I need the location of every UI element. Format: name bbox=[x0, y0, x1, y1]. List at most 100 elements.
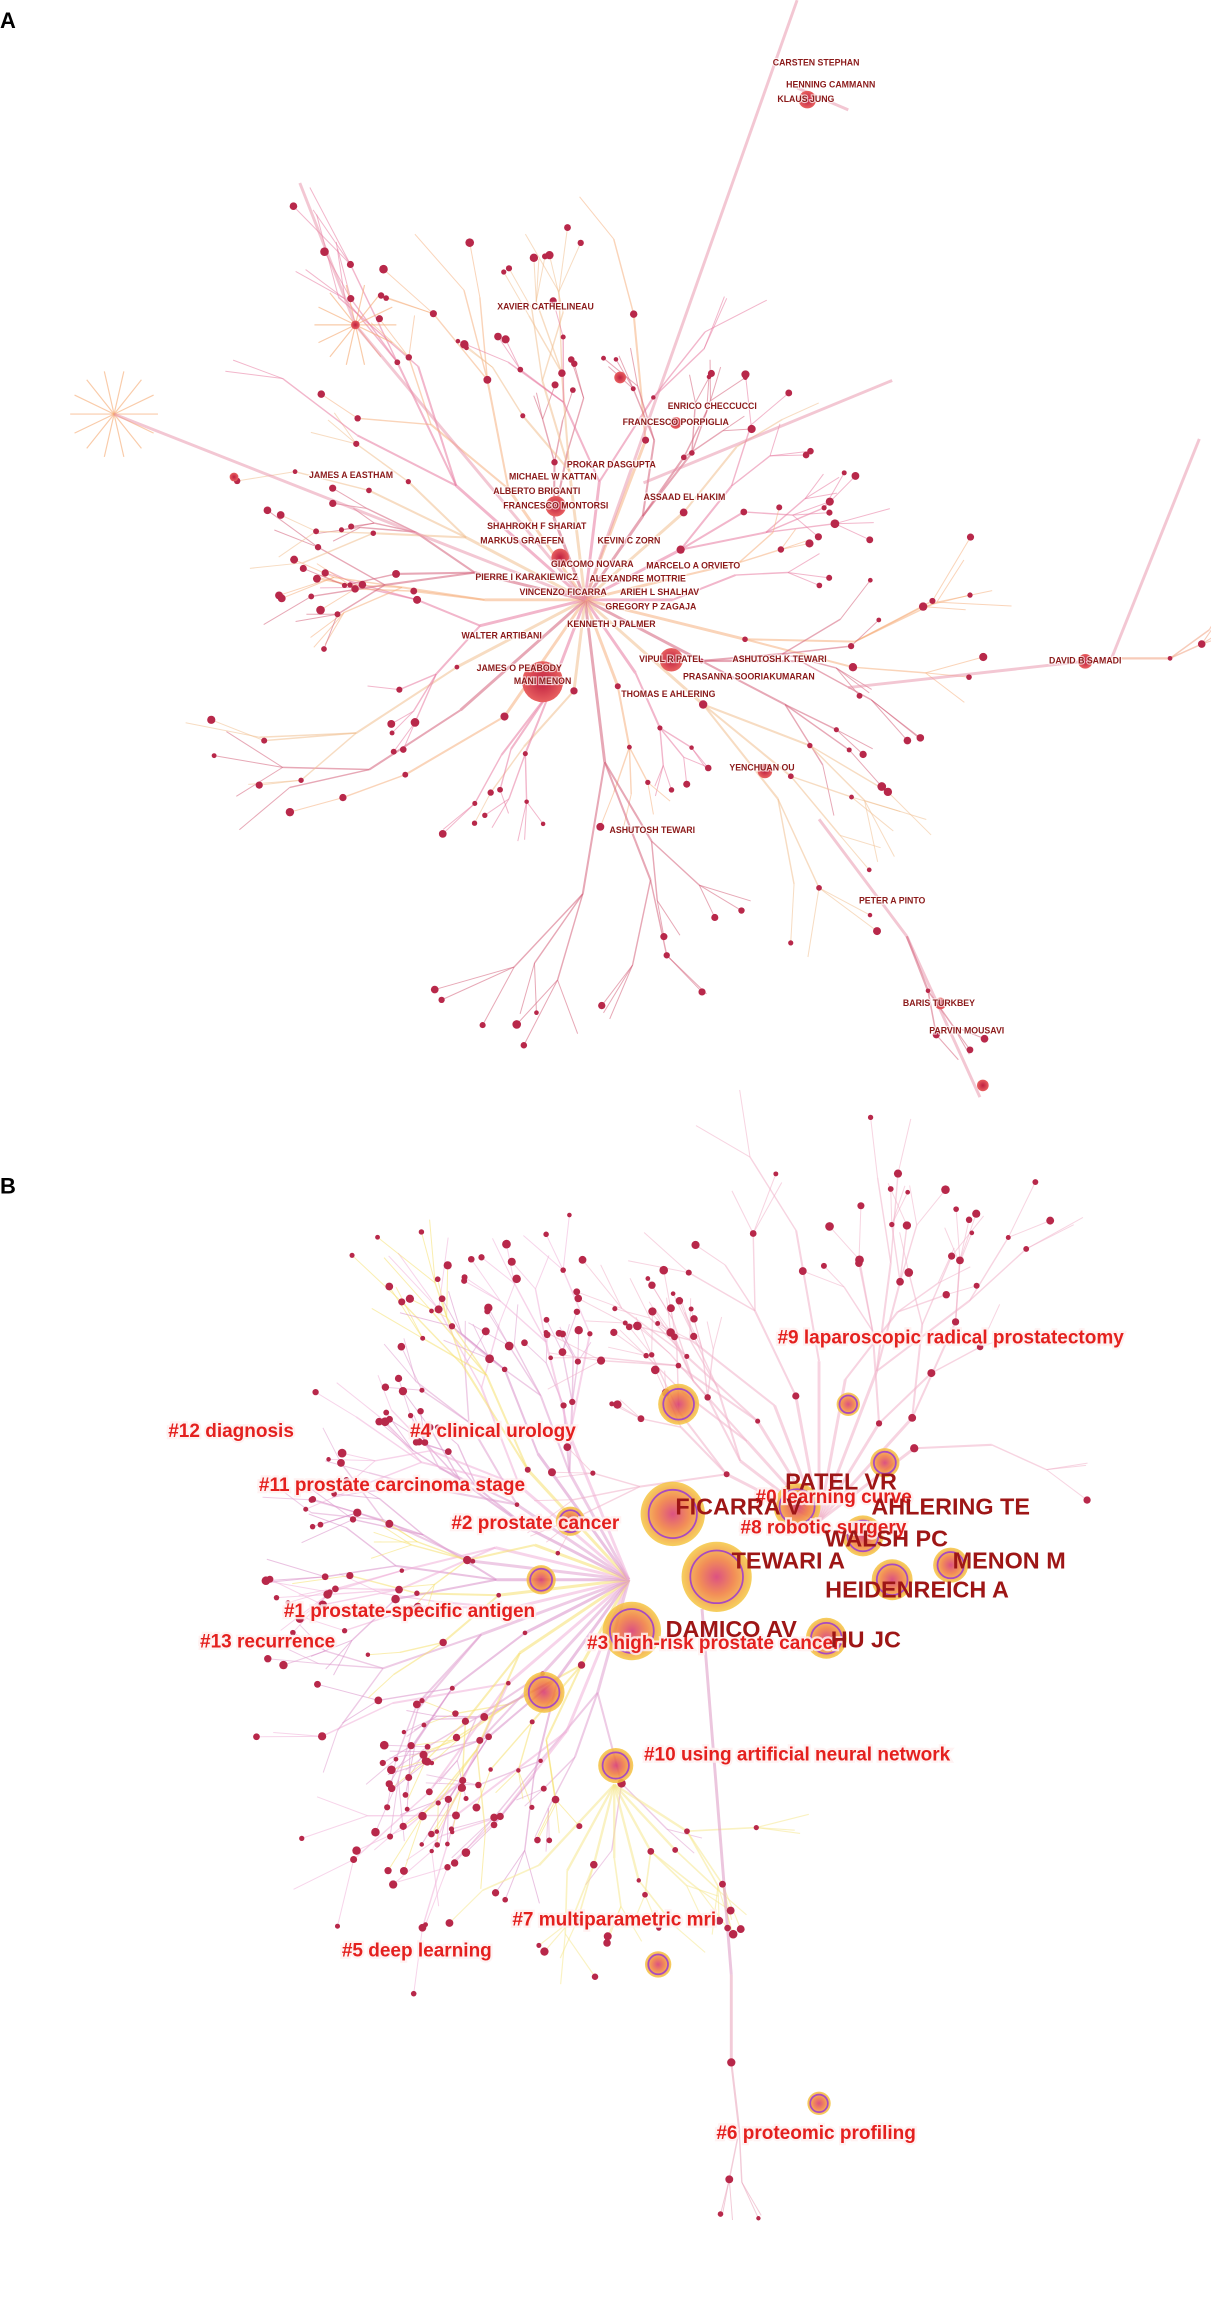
author-label: THOMAS E AHLERING bbox=[621, 689, 715, 699]
edge bbox=[463, 1280, 501, 1302]
edge bbox=[728, 2129, 740, 2180]
node bbox=[613, 1400, 622, 1409]
edge bbox=[784, 703, 850, 751]
node-ring bbox=[529, 1567, 553, 1592]
edge bbox=[683, 411, 708, 458]
node bbox=[626, 744, 632, 750]
edge bbox=[835, 667, 860, 697]
node bbox=[522, 661, 564, 703]
node bbox=[314, 1680, 321, 1688]
edge bbox=[232, 359, 283, 380]
panel-label: A bbox=[0, 8, 16, 33]
edge bbox=[437, 1426, 459, 1446]
edge bbox=[267, 509, 319, 548]
node bbox=[785, 389, 793, 397]
node bbox=[341, 582, 348, 588]
node bbox=[640, 1481, 705, 1547]
edge bbox=[533, 257, 537, 302]
edge bbox=[539, 1395, 571, 1474]
edge bbox=[342, 1699, 379, 1724]
author-label: JAMES A EASTHAM bbox=[309, 470, 393, 480]
edge bbox=[609, 964, 634, 1020]
edge bbox=[562, 401, 601, 483]
edge bbox=[503, 271, 530, 316]
node bbox=[821, 505, 827, 511]
edge bbox=[784, 704, 824, 766]
node bbox=[859, 750, 867, 759]
edge bbox=[979, 1332, 1022, 1348]
edge bbox=[486, 1311, 510, 1347]
author-label: PETER A PINTO bbox=[859, 895, 926, 905]
node bbox=[485, 1354, 494, 1364]
edge bbox=[659, 727, 692, 749]
edge bbox=[629, 1278, 651, 1319]
node bbox=[419, 1842, 425, 1847]
node bbox=[326, 1589, 333, 1596]
node bbox=[856, 692, 863, 699]
edge bbox=[693, 1318, 703, 1349]
edge bbox=[787, 572, 830, 579]
node bbox=[540, 1947, 549, 1956]
edge bbox=[431, 1717, 477, 1721]
node bbox=[365, 1652, 371, 1657]
node bbox=[669, 417, 682, 429]
node bbox=[551, 1795, 560, 1804]
node bbox=[321, 569, 329, 577]
edge bbox=[263, 596, 312, 625]
edge bbox=[367, 1651, 400, 1656]
edge bbox=[557, 1578, 631, 1679]
edge bbox=[289, 797, 344, 813]
node bbox=[976, 1343, 984, 1351]
edge bbox=[656, 900, 665, 937]
edge bbox=[420, 1231, 436, 1283]
edge bbox=[1110, 438, 1201, 659]
node bbox=[979, 652, 988, 662]
node bbox=[457, 1783, 467, 1792]
node bbox=[501, 1366, 508, 1373]
edge bbox=[613, 1784, 640, 1881]
edge bbox=[493, 1760, 542, 1818]
edge bbox=[524, 1788, 545, 1807]
edge bbox=[916, 1189, 946, 1226]
node bbox=[1046, 1216, 1055, 1225]
node bbox=[478, 1254, 485, 1261]
edge bbox=[572, 599, 587, 692]
author-label: BARIS TURKBEY bbox=[903, 998, 975, 1008]
edge bbox=[301, 1518, 354, 1544]
node bbox=[309, 1523, 316, 1530]
node bbox=[610, 1328, 618, 1337]
node bbox=[428, 1830, 435, 1838]
node bbox=[942, 1290, 950, 1299]
node bbox=[418, 1229, 425, 1235]
node bbox=[742, 636, 748, 643]
cluster-label: #6 proteomic profiling bbox=[716, 2123, 916, 2144]
edge bbox=[366, 1486, 422, 1493]
node bbox=[520, 1041, 528, 1049]
edge bbox=[519, 963, 535, 1014]
node bbox=[496, 1812, 504, 1821]
cluster-label: #2 prostate cancer bbox=[451, 1513, 620, 1534]
edge bbox=[603, 964, 633, 1014]
edge bbox=[401, 1546, 496, 1572]
edge bbox=[511, 1261, 536, 1290]
node bbox=[867, 1114, 874, 1121]
edge bbox=[583, 599, 620, 687]
node bbox=[825, 1222, 834, 1231]
edge bbox=[267, 1580, 330, 1593]
edge bbox=[321, 1702, 393, 1737]
edge bbox=[545, 1739, 557, 1805]
edge bbox=[936, 601, 1012, 607]
edge bbox=[505, 339, 521, 370]
edge bbox=[571, 1864, 595, 1921]
node bbox=[1197, 640, 1206, 648]
edge bbox=[667, 1828, 703, 1839]
edge bbox=[1046, 1462, 1088, 1471]
node bbox=[629, 310, 638, 318]
author-label: MICHAEL W KATTAN bbox=[509, 471, 597, 481]
edge bbox=[581, 761, 606, 895]
node bbox=[520, 413, 526, 419]
edge bbox=[637, 1325, 671, 1354]
node bbox=[392, 570, 400, 578]
node-ring bbox=[662, 1388, 695, 1421]
node bbox=[690, 1315, 698, 1323]
